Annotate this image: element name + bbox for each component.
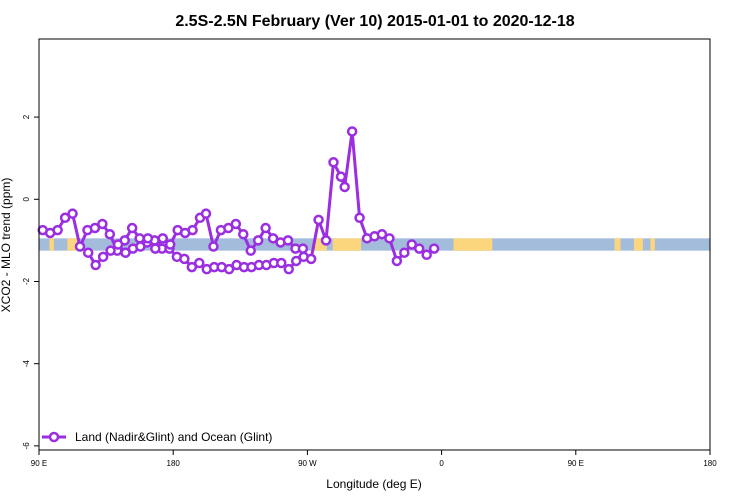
plot-frame xyxy=(38,38,711,451)
surface-band xyxy=(39,238,710,251)
data-point xyxy=(157,233,169,244)
series-layer xyxy=(37,126,440,275)
data-point xyxy=(421,249,432,261)
data-point xyxy=(305,253,317,265)
data-point xyxy=(290,255,302,267)
land-band xyxy=(614,238,621,251)
data-point xyxy=(406,239,418,250)
data-point xyxy=(74,241,86,252)
data-point xyxy=(126,222,138,234)
data-point xyxy=(97,218,108,230)
data-point xyxy=(104,228,116,240)
data-point xyxy=(252,235,264,246)
x-tick-label: 90 E xyxy=(31,459,47,468)
data-point xyxy=(200,208,212,219)
land-band xyxy=(67,238,78,251)
legend-entry: Land (Nadir&Glint) and Ocean (Glint) xyxy=(75,430,272,444)
data-point xyxy=(328,157,339,168)
data-point xyxy=(120,247,131,258)
data-point xyxy=(150,243,161,254)
data-point xyxy=(52,224,63,236)
data-point xyxy=(112,239,124,250)
data-point xyxy=(282,235,294,246)
data-point xyxy=(391,255,403,267)
data-point xyxy=(297,243,309,254)
ocean-band xyxy=(39,238,710,251)
data-point xyxy=(82,247,94,258)
data-point xyxy=(230,218,242,230)
data-point xyxy=(179,253,190,265)
data-point xyxy=(335,171,347,182)
data-point xyxy=(105,245,116,256)
land-band xyxy=(49,238,54,251)
data-point xyxy=(399,247,410,258)
x-tick-label: 0 xyxy=(439,459,444,468)
y-tick-label: 0 xyxy=(22,197,31,202)
data-point xyxy=(67,208,78,219)
data-point xyxy=(223,222,234,234)
data-point xyxy=(187,224,198,236)
data-point xyxy=(320,235,332,246)
land-band xyxy=(314,238,327,251)
land-band xyxy=(332,238,362,251)
data-point xyxy=(90,259,101,271)
land-band xyxy=(453,238,493,251)
data-point xyxy=(276,257,287,269)
y-axis: 2 0 -2 -4 -6 xyxy=(22,114,39,449)
data-point xyxy=(260,222,271,234)
x-tick-label: 90 E xyxy=(568,459,584,468)
x-tick-label: 90 W xyxy=(298,459,317,468)
data-point xyxy=(346,126,358,137)
data-point xyxy=(59,212,71,224)
data-point xyxy=(89,222,101,234)
legend: Land (Nadir&Glint) and Ocean (Glint) xyxy=(42,430,272,444)
x-axis-label: Longitude (deg E) xyxy=(326,477,421,491)
y-axis-label: XCO2 - MLO trend (ppm) xyxy=(0,178,13,313)
data-point xyxy=(223,263,235,275)
data-point xyxy=(354,212,365,224)
data-point xyxy=(238,228,249,240)
data-point xyxy=(267,233,279,244)
data-point xyxy=(208,241,219,252)
chart-title: 2.5S-2.5N February (Ver 10) 2015-01-01 t… xyxy=(175,13,574,30)
data-point xyxy=(376,228,388,240)
data-point xyxy=(384,233,395,244)
data-point xyxy=(283,263,295,275)
data-point xyxy=(313,214,324,226)
x-tick-label: 180 xyxy=(167,459,181,468)
data-point xyxy=(413,243,425,254)
data-point xyxy=(142,233,154,244)
y-tick-label: -6 xyxy=(22,442,31,450)
data-point xyxy=(186,261,198,273)
data-point xyxy=(339,181,350,193)
data-point xyxy=(97,251,109,263)
land-band xyxy=(650,238,655,251)
data-point xyxy=(245,245,256,256)
legend-marker xyxy=(48,431,60,443)
data-point xyxy=(428,243,440,254)
land-band xyxy=(633,238,643,251)
y-tick-label: 2 xyxy=(22,114,31,119)
y-tick-label: -2 xyxy=(22,277,31,285)
data-point xyxy=(194,257,205,269)
x-tick-label: 180 xyxy=(703,459,717,468)
data-point xyxy=(135,241,146,252)
y-tick-label: -4 xyxy=(22,360,31,368)
x-axis: 90 E 180 90 W 0 90 E 180 xyxy=(31,450,717,468)
data-point xyxy=(164,239,176,250)
